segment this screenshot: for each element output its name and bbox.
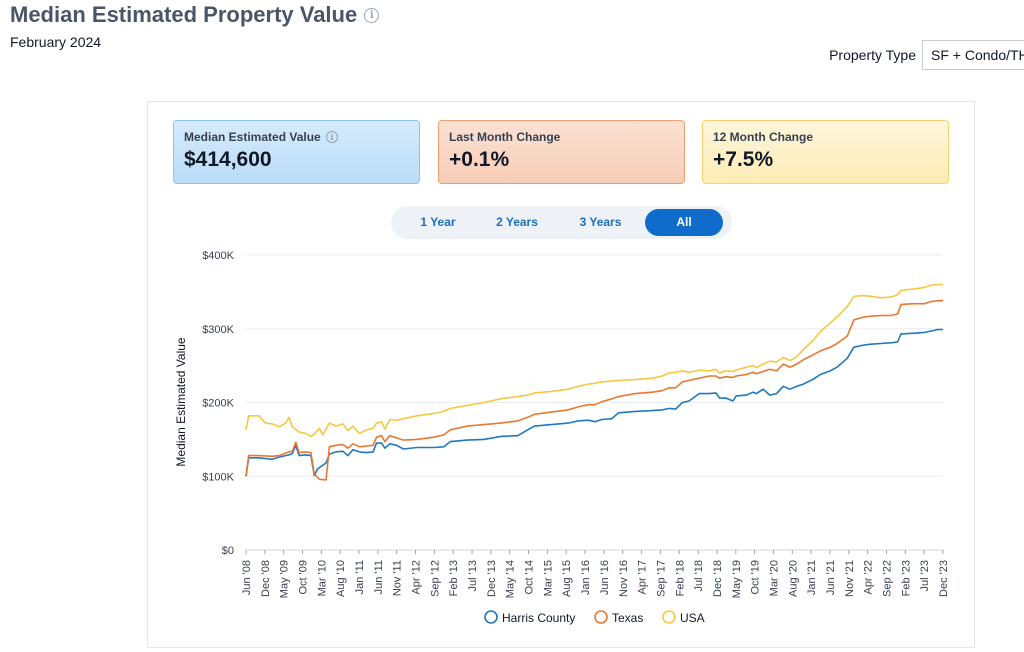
x-tick-label: Feb '23 bbox=[900, 560, 912, 596]
x-tick-label: Jul '18 bbox=[693, 560, 705, 591]
last-month-change-label: Last Month Change bbox=[449, 130, 561, 144]
twelve-month-change-card: 12 Month Change +7.5% bbox=[702, 120, 949, 184]
range-all-button[interactable]: All bbox=[645, 209, 723, 236]
legend-marker bbox=[594, 610, 608, 624]
x-tick-label: Dec '08 bbox=[260, 560, 272, 597]
y-tick-label: $300K bbox=[202, 324, 234, 336]
x-tick-label: May '14 bbox=[505, 560, 517, 598]
x-tick-label: Feb '18 bbox=[674, 560, 686, 596]
x-tick-label: Oct '09 bbox=[298, 560, 310, 595]
range-1-year-button[interactable]: 1 Year bbox=[420, 215, 456, 229]
x-tick-label: Oct '14 bbox=[524, 560, 536, 595]
page-title: Median Estimated Property Value i bbox=[10, 2, 380, 28]
x-tick-label: Jun '08 bbox=[241, 560, 253, 595]
x-tick-label: Jun '11 bbox=[373, 560, 385, 594]
x-tick-label: Apr '17 bbox=[637, 560, 649, 595]
legend-marker bbox=[484, 610, 498, 624]
x-tick-label: Jan '11 bbox=[354, 560, 366, 594]
x-tick-label: Jun '21 bbox=[825, 560, 837, 595]
range-3-years-button[interactable]: 3 Years bbox=[579, 215, 622, 229]
y-tick-label: $400K bbox=[202, 250, 234, 262]
chart-panel: Median Estimated Value i $414,600 Last M… bbox=[147, 101, 975, 648]
y-tick-label: $100K bbox=[202, 471, 234, 483]
legend-marker bbox=[662, 610, 676, 624]
property-type-select[interactable]: SF + Condo/TH bbox=[922, 40, 1024, 70]
x-tick-label: Jan '16 bbox=[580, 560, 592, 595]
y-tick-label: $200K bbox=[202, 398, 234, 410]
x-tick-label: Aug '15 bbox=[561, 560, 573, 597]
median-value-card-label: Median Estimated Value i bbox=[184, 130, 409, 144]
x-tick-label: May '09 bbox=[279, 560, 291, 598]
x-tick-label: Jul '13 bbox=[467, 560, 479, 591]
info-icon[interactable]: i bbox=[364, 7, 380, 23]
x-tick-label: Aug '10 bbox=[335, 560, 347, 597]
last-month-change-value: +0.1% bbox=[449, 148, 510, 171]
page-title-text: Median Estimated Property Value bbox=[10, 2, 358, 27]
legend-label: Harris County bbox=[502, 611, 575, 625]
median-value-label: Median Estimated Value bbox=[184, 130, 321, 144]
x-tick-label: Apr '22 bbox=[863, 560, 875, 595]
x-tick-label: Jan '21 bbox=[806, 560, 818, 595]
property-type-filter: Property Type SF + Condo/TH bbox=[829, 40, 1024, 70]
last-month-change-card: Last Month Change +0.1% bbox=[438, 120, 685, 184]
x-tick-label: Feb '13 bbox=[448, 560, 460, 596]
range-2-years-button[interactable]: 2 Years bbox=[496, 215, 538, 229]
x-tick-label: May '19 bbox=[731, 560, 743, 598]
x-tick-label: Jul '23 bbox=[919, 560, 931, 591]
series-line-texas bbox=[245, 299, 943, 481]
property-type-label: Property Type bbox=[829, 47, 916, 63]
x-tick-label: Nov '16 bbox=[618, 560, 630, 597]
median-value: $414,600 bbox=[184, 148, 272, 171]
x-tick-label: Dec '18 bbox=[712, 560, 724, 597]
x-tick-label: Oct '19 bbox=[750, 560, 762, 595]
y-tick-label: $0 bbox=[222, 545, 234, 557]
x-tick-label: Mar '20 bbox=[768, 560, 780, 596]
legend-label: Texas bbox=[612, 611, 643, 625]
x-tick-label: Jun '16 bbox=[599, 560, 611, 595]
time-range-selector: 1 Year 2 Years 3 Years All bbox=[391, 206, 732, 239]
median-value-card: Median Estimated Value i $414,600 bbox=[173, 120, 420, 184]
x-tick-label: Dec '13 bbox=[486, 560, 498, 597]
series-line-harris-county bbox=[245, 328, 943, 477]
y-axis-label: Median Estimated Value bbox=[174, 337, 188, 467]
x-tick-label: Sep '12 bbox=[429, 560, 441, 597]
x-tick-label: Dec '23 bbox=[938, 560, 950, 597]
x-tick-label: Nov '11 bbox=[392, 560, 404, 596]
x-tick-label: Aug '20 bbox=[787, 560, 799, 597]
x-tick-label: Sep '22 bbox=[881, 560, 893, 597]
page-subtitle: February 2024 bbox=[10, 34, 102, 50]
x-tick-label: Mar '15 bbox=[542, 560, 554, 596]
info-icon[interactable]: i bbox=[325, 131, 338, 143]
x-tick-label: Apr '12 bbox=[411, 560, 423, 595]
legend-label: USA bbox=[680, 611, 705, 625]
x-tick-label: Sep '17 bbox=[655, 560, 667, 597]
x-tick-label: Mar '10 bbox=[316, 560, 328, 596]
twelve-month-change-value: +7.5% bbox=[713, 148, 774, 171]
series-line-usa bbox=[245, 283, 943, 438]
x-tick-label: Nov '21 bbox=[844, 560, 856, 597]
twelve-month-change-label: 12 Month Change bbox=[713, 130, 814, 144]
